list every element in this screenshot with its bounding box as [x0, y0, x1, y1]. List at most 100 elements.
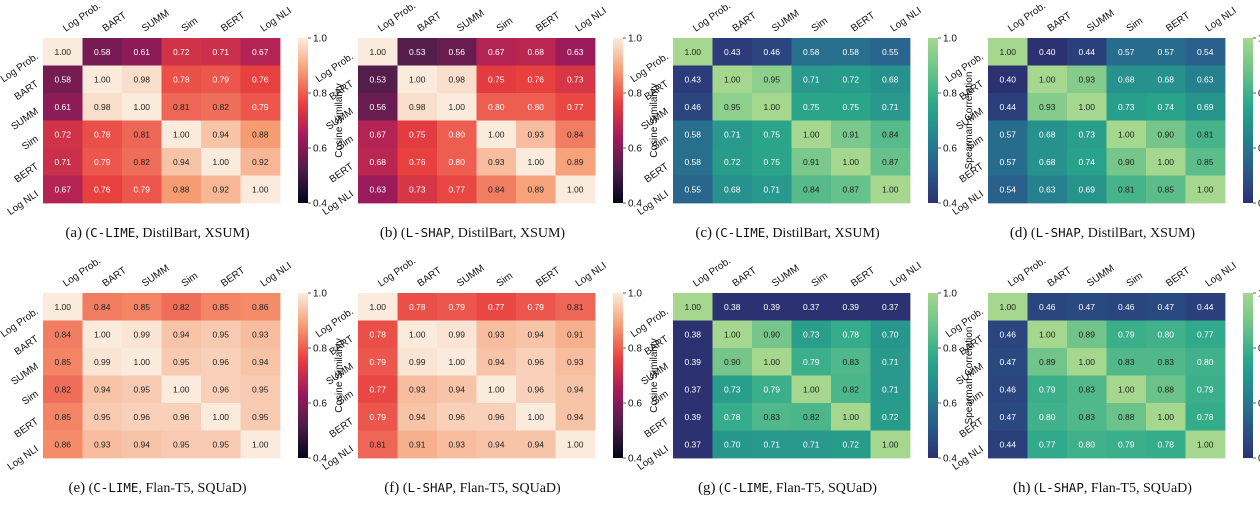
heatmap-cell	[1067, 38, 1107, 66]
cell-value-label: 0.85	[54, 412, 71, 422]
heatmap-panel: 1.00 0.78 0.79 0.77 0.79 0.81 0.78 1.00 0.99 0.93…	[314, 256, 660, 473]
heatmap-cell	[476, 93, 517, 121]
y-tick-label: Log NLI	[6, 189, 41, 218]
heatmap-cell	[1067, 430, 1107, 459]
heatmap-cell	[82, 348, 123, 376]
cell-value-label: 0.80	[448, 157, 465, 167]
heatmap-cell	[122, 320, 162, 349]
cell-value-label: 0.96	[212, 357, 229, 367]
heatmap-cell	[358, 293, 398, 321]
heatmap-cell	[240, 148, 281, 176]
heatmap-cell	[1067, 175, 1107, 204]
colorbar-tick-label: 0.6	[313, 399, 327, 410]
cell-value-label: 0.72	[842, 439, 859, 449]
cell-value-label: 0.54	[1197, 47, 1214, 57]
heatmap-cell	[1106, 430, 1147, 459]
heatmap-cell	[437, 375, 477, 404]
heatmap-cell	[791, 430, 832, 459]
cell-value-label: 0.61	[54, 102, 71, 112]
heatmap-cell	[712, 320, 753, 349]
heatmap-cell	[831, 65, 871, 94]
cell-value-label: 0.98	[448, 74, 465, 84]
heatmap-cell	[1146, 403, 1186, 431]
heatmap-cell	[1146, 38, 1186, 66]
heatmap-cell	[437, 320, 477, 349]
heatmap-cell	[988, 293, 1028, 321]
heatmap-cell	[1027, 93, 1068, 121]
cell-value-label: 0.75	[488, 74, 505, 84]
panel-caption: (c) (C-LIME, DistilBart, XSUM)	[695, 225, 880, 241]
cell-value-label: 0.81	[133, 129, 150, 139]
heatmap-cell	[1106, 403, 1147, 431]
heatmap-cell	[1106, 293, 1147, 321]
cell-value-label: 0.99	[409, 357, 426, 367]
heatmap-cell	[988, 175, 1028, 204]
heatmap-cell	[43, 375, 83, 404]
cell-value-label: 0.79	[1197, 384, 1214, 394]
heatmap-cell	[397, 175, 438, 204]
x-tick-label: BART	[1046, 265, 1074, 289]
heatmap-cell	[358, 403, 398, 431]
cell-value-label: 0.82	[842, 384, 859, 394]
x-tick-label: Sim	[495, 271, 515, 290]
heatmap-cell	[358, 120, 398, 149]
caption-method: L-SHAP	[405, 225, 451, 240]
heatmap-cell	[43, 148, 83, 176]
colorbar-tick-label: 1.0	[313, 34, 327, 45]
heatmap-cell	[831, 348, 871, 376]
cell-value-label: 0.96	[133, 412, 150, 422]
caption-details: , DistilBart, XSUM)	[765, 226, 880, 241]
cell-value-label: 0.94	[94, 384, 111, 394]
cell-value-label: 0.84	[567, 129, 584, 139]
cell-value-label: 0.46	[763, 47, 780, 57]
caption-method: L-SHAP	[1038, 480, 1084, 495]
cell-value-label: 1.00	[999, 47, 1016, 57]
cell-value-label: 0.78	[369, 329, 386, 339]
heatmap-cell	[82, 65, 123, 94]
cell-value-label: 0.57	[999, 157, 1016, 167]
cell-value-label: 0.79	[94, 157, 111, 167]
cell-value-label: 0.94	[252, 357, 269, 367]
heatmap-cell	[358, 175, 398, 204]
heatmap-panel: 1.00 0.43 0.46 0.58 0.58 0.55 0.43 1.00 0.95 0.71…	[629, 1, 975, 218]
heatmap-cell	[161, 148, 202, 176]
cell-value-label: 0.78	[842, 329, 859, 339]
heatmap-cell	[555, 38, 596, 66]
cell-value-label: 0.95	[252, 412, 269, 422]
heatmap-cell	[831, 175, 871, 204]
panel-caption: (h) (L-SHAP, Flan-T5, SQUaD)	[1013, 480, 1192, 496]
cell-value-label: 0.79	[252, 102, 269, 112]
heatmap-cell	[752, 148, 792, 176]
heatmap-cell	[1067, 120, 1107, 149]
cell-value-label: 0.71	[763, 439, 780, 449]
cell-value-label: 0.37	[684, 384, 701, 394]
cell-value-label: 0.94	[448, 384, 465, 394]
heatmap-cell	[1146, 430, 1186, 459]
cell-value-label: 0.79	[527, 302, 544, 312]
heatmap-cell	[82, 93, 123, 121]
heatmap-cell	[201, 430, 241, 459]
heatmap-cell	[1027, 65, 1068, 94]
colorbar-tick-label: 0.4	[313, 199, 327, 210]
heatmap-cell	[673, 375, 713, 404]
cell-value-label: 0.69	[1197, 102, 1214, 112]
heatmap-cell	[476, 175, 517, 204]
cell-value-label: 1.00	[1118, 384, 1135, 394]
cell-value-label: 1.00	[173, 129, 190, 139]
heatmap-cell	[673, 120, 713, 149]
caption-details: , DistilBart, XSUM)	[135, 226, 250, 241]
colorbar	[1243, 293, 1253, 458]
y-tick-label: BART	[13, 79, 41, 103]
y-tick-label: BERT	[328, 416, 356, 440]
cell-value-label: 0.94	[173, 329, 190, 339]
cell-value-label: 0.74	[1078, 157, 1095, 167]
heatmap-cell	[1106, 38, 1147, 66]
heatmap-cell	[397, 403, 438, 431]
cell-value-label: 0.95	[173, 439, 190, 449]
x-tick-label: SUMM	[770, 8, 801, 35]
heatmap-cell	[1146, 320, 1186, 349]
heatmap-cell	[201, 93, 241, 121]
x-tick-label: Sim	[810, 271, 830, 290]
heatmap-cell	[82, 430, 123, 459]
heatmap-cell	[516, 148, 556, 176]
